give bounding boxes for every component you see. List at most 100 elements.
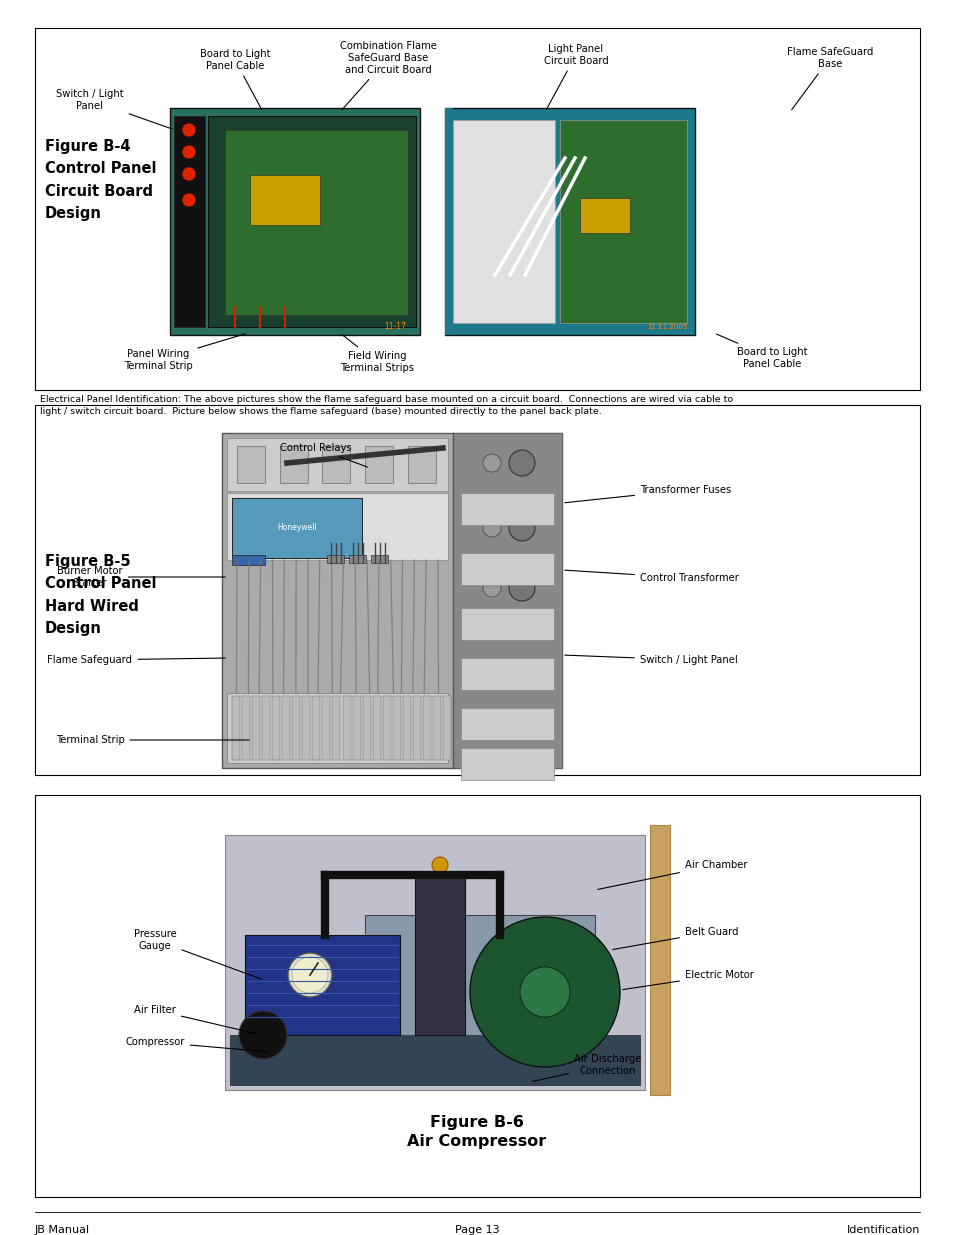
Circle shape — [182, 124, 195, 137]
Circle shape — [182, 167, 195, 182]
Circle shape — [288, 953, 332, 997]
Text: Flame SafeGuard
Base: Flame SafeGuard Base — [786, 47, 872, 110]
FancyBboxPatch shape — [232, 697, 240, 760]
Text: Terminal Strip: Terminal Strip — [55, 735, 249, 745]
Text: Pressure
Gauge: Pressure Gauge — [133, 929, 261, 979]
FancyBboxPatch shape — [227, 493, 448, 559]
Circle shape — [470, 918, 619, 1067]
FancyBboxPatch shape — [282, 697, 290, 760]
Text: Figure B-5
Control Panel
Hard Wired
Design: Figure B-5 Control Panel Hard Wired Desi… — [45, 555, 156, 636]
Text: Air Chamber: Air Chamber — [598, 860, 747, 889]
FancyBboxPatch shape — [35, 795, 919, 1197]
Circle shape — [482, 454, 500, 472]
Text: Electrical Panel Identification: The above pictures show the flame safeguard bas: Electrical Panel Identification: The abo… — [40, 395, 732, 416]
FancyBboxPatch shape — [232, 498, 361, 558]
FancyBboxPatch shape — [365, 446, 393, 483]
FancyBboxPatch shape — [373, 697, 380, 760]
FancyBboxPatch shape — [250, 175, 319, 225]
Circle shape — [239, 1011, 287, 1058]
Text: Belt Guard: Belt Guard — [612, 927, 738, 950]
Circle shape — [482, 579, 500, 597]
FancyBboxPatch shape — [252, 697, 260, 760]
Circle shape — [519, 967, 569, 1016]
FancyBboxPatch shape — [236, 446, 265, 483]
FancyBboxPatch shape — [342, 697, 350, 760]
Text: Switch / Light
Panel: Switch / Light Panel — [56, 89, 172, 130]
FancyBboxPatch shape — [35, 28, 919, 390]
Circle shape — [509, 515, 535, 541]
Text: Flame Safeguard: Flame Safeguard — [48, 655, 225, 664]
FancyBboxPatch shape — [453, 433, 561, 768]
FancyBboxPatch shape — [225, 130, 408, 315]
FancyBboxPatch shape — [222, 433, 561, 768]
FancyBboxPatch shape — [382, 697, 391, 760]
FancyBboxPatch shape — [460, 658, 554, 690]
Circle shape — [182, 193, 195, 207]
Text: Electric Motor: Electric Motor — [622, 969, 753, 989]
Text: Air Filter: Air Filter — [134, 1005, 259, 1035]
FancyBboxPatch shape — [559, 120, 686, 324]
Text: Figure B-4
Control Panel
Circuit Board
Design: Figure B-4 Control Panel Circuit Board D… — [45, 140, 156, 221]
FancyBboxPatch shape — [460, 708, 554, 740]
Text: Compressor: Compressor — [125, 1037, 267, 1052]
FancyBboxPatch shape — [453, 120, 555, 324]
FancyBboxPatch shape — [245, 935, 399, 1035]
Circle shape — [509, 450, 535, 475]
FancyBboxPatch shape — [579, 198, 629, 233]
FancyBboxPatch shape — [460, 608, 554, 640]
FancyBboxPatch shape — [292, 697, 300, 760]
FancyBboxPatch shape — [460, 553, 554, 585]
FancyBboxPatch shape — [649, 825, 669, 1095]
FancyBboxPatch shape — [242, 697, 250, 760]
Text: Board to Light
Panel Cable: Board to Light Panel Cable — [716, 335, 806, 369]
Text: Burner Motor
Starter: Burner Motor Starter — [57, 566, 225, 588]
FancyBboxPatch shape — [393, 697, 400, 760]
FancyBboxPatch shape — [442, 697, 451, 760]
FancyBboxPatch shape — [460, 748, 554, 781]
FancyBboxPatch shape — [272, 697, 280, 760]
Text: Switch / Light Panel: Switch / Light Panel — [564, 655, 737, 664]
FancyBboxPatch shape — [413, 697, 420, 760]
FancyBboxPatch shape — [433, 697, 440, 760]
Circle shape — [432, 857, 448, 873]
FancyBboxPatch shape — [262, 697, 270, 760]
FancyBboxPatch shape — [415, 876, 464, 1035]
FancyBboxPatch shape — [422, 697, 431, 760]
FancyBboxPatch shape — [312, 697, 320, 760]
FancyBboxPatch shape — [365, 915, 595, 1035]
Circle shape — [482, 519, 500, 537]
FancyBboxPatch shape — [408, 446, 436, 483]
Text: JB Manual: JB Manual — [35, 1225, 90, 1235]
Circle shape — [509, 576, 535, 601]
FancyBboxPatch shape — [230, 1035, 639, 1086]
FancyBboxPatch shape — [208, 116, 416, 327]
Text: Air Discharge
Connection: Air Discharge Connection — [532, 1055, 641, 1082]
FancyBboxPatch shape — [349, 555, 366, 563]
FancyBboxPatch shape — [225, 835, 644, 1091]
Text: Combination Flame
SafeGuard Base
and Circuit Board: Combination Flame SafeGuard Base and Cir… — [339, 42, 436, 110]
Text: Panel Wiring
Terminal Strip: Panel Wiring Terminal Strip — [124, 333, 245, 370]
FancyBboxPatch shape — [333, 697, 340, 760]
FancyBboxPatch shape — [362, 697, 370, 760]
Text: Control Relays: Control Relays — [280, 443, 367, 467]
Text: 11-17: 11-17 — [384, 322, 406, 331]
Text: Page 13: Page 13 — [455, 1225, 498, 1235]
Text: Transformer Fuses: Transformer Fuses — [564, 485, 731, 503]
FancyBboxPatch shape — [322, 446, 350, 483]
FancyBboxPatch shape — [460, 493, 554, 525]
Text: 11.11.2005: 11.11.2005 — [646, 324, 686, 330]
Text: Figure B-6
Air Compressor: Figure B-6 Air Compressor — [407, 1115, 546, 1149]
Text: Board to Light
Panel Cable: Board to Light Panel Cable — [199, 49, 270, 110]
Circle shape — [292, 957, 328, 993]
Text: Light Panel
Circuit Board: Light Panel Circuit Board — [543, 44, 608, 110]
FancyBboxPatch shape — [444, 107, 453, 335]
Text: Field Wiring
Terminal Strips: Field Wiring Terminal Strips — [339, 335, 414, 373]
FancyBboxPatch shape — [232, 555, 265, 564]
FancyBboxPatch shape — [173, 116, 205, 327]
FancyBboxPatch shape — [170, 107, 419, 335]
Text: Control Transformer: Control Transformer — [564, 571, 739, 583]
FancyBboxPatch shape — [227, 438, 448, 492]
Text: Identification: Identification — [845, 1225, 919, 1235]
Circle shape — [182, 144, 195, 159]
FancyBboxPatch shape — [353, 697, 360, 760]
